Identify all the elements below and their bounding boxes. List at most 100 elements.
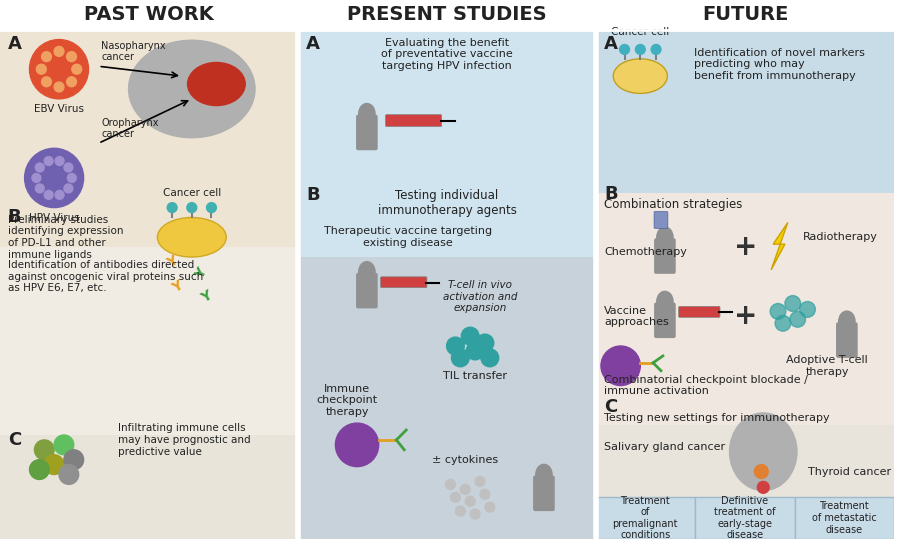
Circle shape	[36, 64, 46, 74]
Circle shape	[466, 342, 484, 360]
Text: TIL transfer: TIL transfer	[443, 371, 507, 380]
Circle shape	[775, 316, 791, 331]
Circle shape	[32, 173, 41, 183]
Circle shape	[25, 148, 84, 208]
Ellipse shape	[535, 464, 553, 486]
Text: Testing individual
immunotherapy agents: Testing individual immunotherapy agents	[377, 189, 516, 217]
Circle shape	[481, 349, 499, 367]
Text: Treatment
of metastatic
disease: Treatment of metastatic disease	[812, 501, 876, 535]
Circle shape	[475, 476, 484, 486]
Circle shape	[651, 45, 661, 55]
Text: Chemotherapy: Chemotherapy	[604, 247, 687, 257]
Circle shape	[55, 190, 64, 199]
Circle shape	[451, 492, 460, 502]
Circle shape	[55, 82, 64, 92]
FancyBboxPatch shape	[794, 497, 894, 539]
FancyBboxPatch shape	[356, 273, 378, 308]
Circle shape	[601, 346, 640, 385]
Text: HPV Virus: HPV Virus	[29, 213, 79, 222]
Text: +: +	[734, 302, 757, 330]
FancyBboxPatch shape	[533, 475, 554, 511]
FancyBboxPatch shape	[596, 425, 894, 539]
Circle shape	[45, 156, 53, 166]
FancyBboxPatch shape	[679, 306, 720, 317]
Circle shape	[620, 45, 630, 55]
FancyBboxPatch shape	[596, 193, 894, 425]
Circle shape	[770, 304, 786, 319]
Circle shape	[461, 327, 479, 345]
Circle shape	[42, 77, 52, 87]
FancyBboxPatch shape	[356, 114, 378, 150]
Text: Cancer cell: Cancer cell	[163, 187, 221, 198]
Text: A: A	[604, 35, 618, 53]
FancyBboxPatch shape	[596, 497, 695, 539]
Circle shape	[167, 203, 177, 213]
Circle shape	[66, 52, 76, 62]
Text: T-cell in vivo
activation and
expansion: T-cell in vivo activation and expansion	[443, 280, 517, 313]
Ellipse shape	[358, 261, 375, 283]
Text: Immune
checkpoint
therapy: Immune checkpoint therapy	[316, 384, 378, 417]
Circle shape	[64, 450, 84, 470]
Text: Salivary gland cancer: Salivary gland cancer	[604, 442, 725, 452]
Polygon shape	[771, 222, 788, 270]
Ellipse shape	[614, 59, 667, 93]
FancyBboxPatch shape	[596, 29, 894, 193]
Ellipse shape	[838, 311, 855, 332]
Circle shape	[55, 156, 64, 166]
Circle shape	[55, 46, 64, 56]
Circle shape	[446, 337, 464, 355]
Circle shape	[59, 465, 79, 485]
FancyBboxPatch shape	[695, 497, 794, 539]
Text: Y: Y	[199, 288, 215, 305]
Text: PAST WORK: PAST WORK	[85, 5, 214, 25]
Text: Evaluating the benefit
of preventative vaccine
targeting HPV infection: Evaluating the benefit of preventative v…	[381, 38, 513, 71]
Circle shape	[206, 203, 216, 213]
Circle shape	[67, 173, 76, 183]
Text: B: B	[306, 186, 320, 204]
Text: Identification of antibodies directed
against oncogenic viral proteins such
as H: Identification of antibodies directed ag…	[8, 260, 203, 293]
Text: Therapeutic vaccine targeting
existing disease: Therapeutic vaccine targeting existing d…	[324, 227, 492, 248]
Circle shape	[800, 301, 815, 317]
Text: Oropharynx
cancer: Oropharynx cancer	[101, 118, 159, 140]
Text: B: B	[604, 185, 617, 203]
Text: Combinatorial checkpoint blockade /
immune activation: Combinatorial checkpoint blockade / immu…	[604, 375, 808, 396]
Ellipse shape	[128, 40, 255, 138]
Text: Testing new settings for immunotherapy: Testing new settings for immunotherapy	[604, 413, 830, 423]
Circle shape	[45, 190, 53, 199]
FancyBboxPatch shape	[381, 277, 427, 288]
Circle shape	[335, 423, 379, 467]
Text: Y: Y	[169, 278, 185, 295]
Circle shape	[460, 485, 470, 494]
Circle shape	[784, 295, 801, 311]
Text: Radiotherapy: Radiotherapy	[803, 232, 877, 243]
Circle shape	[35, 440, 55, 459]
FancyBboxPatch shape	[0, 435, 298, 539]
Text: Y: Y	[193, 266, 210, 282]
Circle shape	[790, 311, 805, 327]
Ellipse shape	[656, 290, 674, 312]
FancyBboxPatch shape	[0, 0, 298, 539]
Circle shape	[35, 163, 45, 172]
Ellipse shape	[157, 217, 226, 257]
FancyBboxPatch shape	[654, 302, 675, 338]
Ellipse shape	[656, 226, 674, 248]
Circle shape	[55, 435, 74, 455]
FancyBboxPatch shape	[654, 211, 668, 228]
FancyBboxPatch shape	[0, 247, 298, 435]
Circle shape	[465, 496, 475, 506]
Circle shape	[470, 509, 480, 519]
Text: +: +	[734, 233, 757, 261]
Text: Nasopharynx
cancer: Nasopharynx cancer	[101, 41, 166, 62]
Text: Treatment
of
premalignant
conditions: Treatment of premalignant conditions	[613, 495, 678, 541]
Text: Combination strategies: Combination strategies	[604, 198, 743, 211]
Circle shape	[64, 163, 73, 172]
Text: FUTURE: FUTURE	[702, 5, 788, 25]
Text: B: B	[8, 209, 22, 227]
Circle shape	[29, 459, 49, 480]
Text: Identification of novel markers
predicting who may
benefit from immunotherapy: Identification of novel markers predicti…	[694, 47, 865, 81]
FancyBboxPatch shape	[654, 238, 675, 274]
FancyBboxPatch shape	[298, 29, 596, 257]
Text: ± cytokines: ± cytokines	[432, 455, 498, 465]
FancyBboxPatch shape	[836, 322, 858, 358]
Circle shape	[72, 64, 82, 74]
